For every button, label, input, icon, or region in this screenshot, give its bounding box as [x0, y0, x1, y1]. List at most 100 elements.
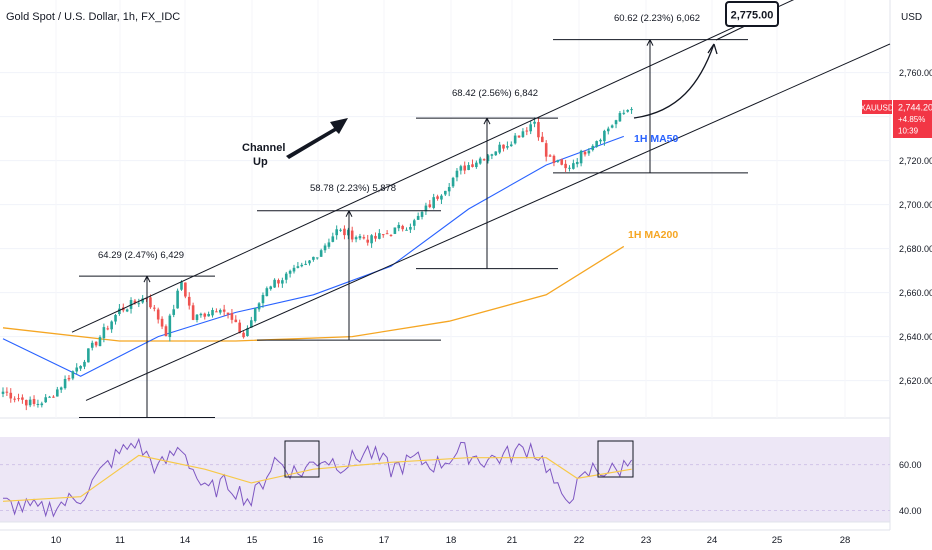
candle-up[interactable]	[455, 170, 459, 178]
candle-down[interactable]	[277, 280, 280, 284]
candle-up[interactable]	[626, 110, 629, 112]
candle-up[interactable]	[168, 315, 172, 338]
ma50-line[interactable]	[2, 135, 624, 377]
price-tick-label[interactable]: 2,660.00	[899, 288, 932, 298]
candle-up[interactable]	[292, 267, 296, 272]
candle-down[interactable]	[463, 165, 467, 171]
candle-up[interactable]	[335, 229, 338, 236]
candle-down[interactable]	[401, 225, 404, 230]
candle-up[interactable]	[319, 250, 323, 257]
candle-down[interactable]	[242, 332, 245, 338]
price-tick-label[interactable]: 2,760.00	[899, 68, 932, 78]
candles[interactable]	[1, 107, 633, 411]
time-tick-label[interactable]: 11	[115, 535, 125, 546]
candle-up[interactable]	[451, 177, 455, 187]
channel-lower-line[interactable]	[85, 43, 891, 401]
candle-up[interactable]	[48, 396, 51, 398]
candle-up[interactable]	[370, 235, 373, 244]
candle-up[interactable]	[416, 215, 420, 220]
candle-up[interactable]	[199, 313, 203, 316]
candle-up[interactable]	[490, 154, 494, 156]
time-tick-label[interactable]: 23	[641, 535, 652, 546]
candle-up[interactable]	[486, 155, 490, 162]
candle-up[interactable]	[195, 314, 199, 321]
candle-up[interactable]	[467, 165, 470, 170]
time-tick-label[interactable]: 24	[707, 535, 718, 546]
time-tick-label[interactable]: 18	[446, 535, 457, 546]
candle-down[interactable]	[203, 313, 207, 317]
candle-up[interactable]	[610, 125, 614, 128]
candle-down[interactable]	[153, 307, 156, 309]
candle-up[interactable]	[603, 130, 606, 142]
candle-up[interactable]	[125, 309, 129, 312]
candle-up[interactable]	[257, 303, 261, 310]
candle-up[interactable]	[432, 197, 435, 208]
candle-up[interactable]	[90, 342, 94, 348]
candle-up[interactable]	[79, 365, 82, 369]
candle-down[interactable]	[428, 204, 432, 208]
measured-move-bracket-1[interactable]	[79, 275, 215, 419]
candle-up[interactable]	[513, 135, 517, 144]
projection-curve[interactable]	[633, 43, 715, 119]
candle-up[interactable]	[269, 286, 273, 290]
candle-down[interactable]	[234, 319, 238, 323]
candle-up[interactable]	[447, 187, 451, 192]
candle-down[interactable]	[13, 398, 16, 400]
candle-down[interactable]	[32, 398, 36, 404]
candle-down[interactable]	[222, 309, 226, 312]
candle-up[interactable]	[211, 310, 214, 316]
candle-up[interactable]	[533, 121, 536, 124]
candle-down[interactable]	[525, 130, 529, 132]
candle-down[interactable]	[238, 322, 241, 334]
candle-up[interactable]	[599, 139, 602, 142]
candle-up[interactable]	[114, 315, 117, 322]
candle-up[interactable]	[498, 144, 501, 153]
candle-up[interactable]	[405, 229, 408, 231]
candle-up[interactable]	[102, 327, 106, 339]
candle-up[interactable]	[327, 242, 331, 247]
candle-up[interactable]	[358, 236, 362, 239]
candle-up[interactable]	[218, 309, 222, 313]
candle-up[interactable]	[424, 205, 428, 212]
time-tick-label[interactable]: 17	[379, 535, 390, 546]
candle-down[interactable]	[482, 159, 486, 161]
candle-up[interactable]	[87, 348, 90, 363]
candle-down[interactable]	[436, 196, 439, 199]
channel-up-arrow-icon[interactable]	[286, 118, 348, 159]
candle-up[interactable]	[494, 151, 498, 156]
candle-up[interactable]	[506, 146, 509, 148]
candle-down[interactable]	[156, 309, 160, 320]
candle-up[interactable]	[118, 308, 121, 314]
candle-down[interactable]	[548, 155, 552, 157]
candle-up[interactable]	[323, 245, 327, 251]
candle-down[interactable]	[583, 151, 587, 155]
price-tick-label[interactable]: 2,680.00	[899, 244, 932, 254]
candle-up[interactable]	[420, 211, 424, 217]
candle-down[interactable]	[230, 313, 234, 320]
candle-up[interactable]	[614, 120, 618, 125]
candle-down[interactable]	[106, 328, 110, 330]
candle-up[interactable]	[312, 256, 315, 260]
target-box[interactable]: 2,775.00	[725, 1, 779, 27]
candle-up[interactable]	[331, 236, 335, 242]
candle-down[interactable]	[366, 239, 370, 243]
candle-up[interactable]	[412, 220, 416, 226]
candle-up[interactable]	[110, 321, 113, 330]
candle-down[interactable]	[184, 282, 187, 297]
candle-up[interactable]	[475, 162, 478, 168]
time-tick-label[interactable]: 21	[507, 535, 518, 546]
candle-up[interactable]	[409, 226, 412, 230]
candle-up[interactable]	[568, 167, 571, 169]
candle-up[interactable]	[354, 237, 358, 240]
candle-down[interactable]	[343, 228, 346, 236]
candle-down[interactable]	[149, 297, 152, 308]
candle-up[interactable]	[315, 257, 319, 259]
price-tick-label[interactable]: 2,720.00	[899, 156, 932, 166]
candle-up[interactable]	[71, 371, 75, 379]
candle-up[interactable]	[459, 166, 463, 171]
candle-down[interactable]	[560, 159, 564, 165]
candle-down[interactable]	[552, 155, 556, 163]
candle-down[interactable]	[471, 164, 474, 167]
candle-down[interactable]	[133, 300, 137, 304]
candle-up[interactable]	[284, 273, 288, 280]
